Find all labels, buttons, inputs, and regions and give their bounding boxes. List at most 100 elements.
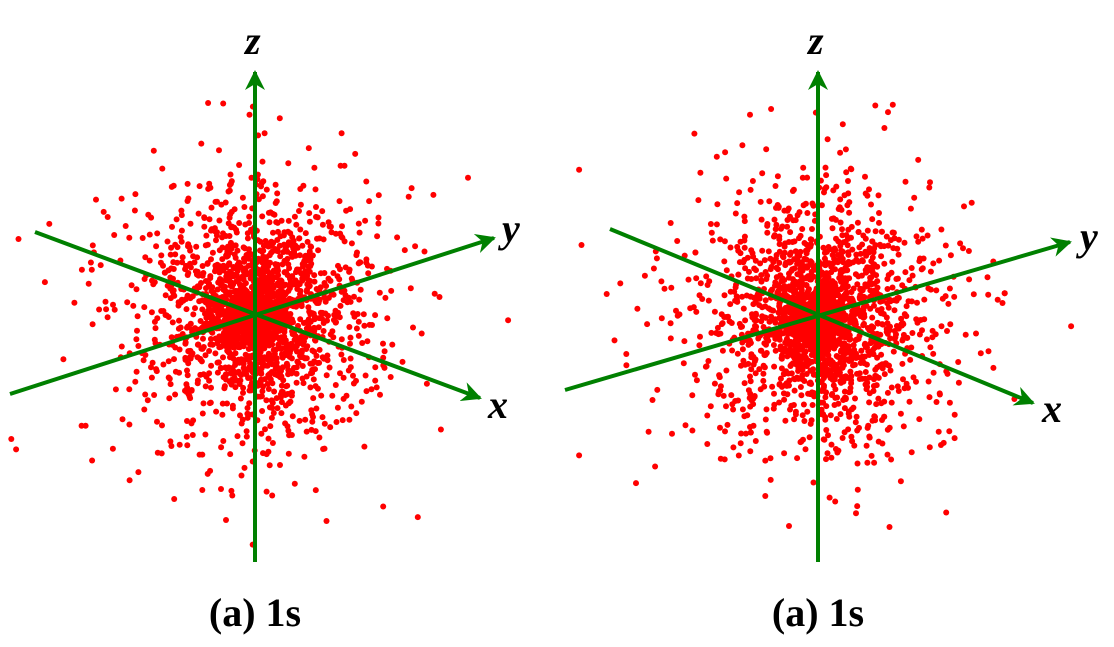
scatter-point [338,233,345,240]
scatter-point [875,343,882,350]
scatter-point [658,315,665,322]
scatter-point [846,209,853,216]
scatter-point [776,399,783,406]
scatter-point [790,402,797,408]
scatter-point [293,348,300,355]
scatter-point [319,414,326,421]
scatter-point [911,194,918,201]
scatter-point [104,214,111,220]
scatter-point [723,267,730,274]
scatter-point [236,291,243,298]
scatter-point [909,330,916,336]
scatter-point [703,363,710,370]
scatter-point [374,233,381,240]
scatter-point [89,242,96,249]
scatter-point [791,416,798,423]
scatter-point [794,271,801,278]
scatter-point [318,392,325,399]
scatter-point [707,403,714,410]
scatter-point [353,377,359,384]
scatter-point [239,334,245,341]
scatter-point [184,372,191,379]
scatter-point [330,317,337,323]
scatter-point [187,220,194,227]
scatter-point [654,386,661,393]
scatter-point [747,111,753,118]
scatter-point [213,237,219,244]
scatter-point [281,269,288,276]
scatter-point [297,291,303,298]
scatter-point [306,263,313,270]
scatter-point [916,416,923,423]
scatter-point [172,251,179,258]
scatter-point [723,175,730,182]
scatter-point [721,314,728,320]
scatter-point [196,298,203,305]
scatter-point [927,268,934,275]
scatter-point [274,280,281,287]
scatter-point [776,331,783,338]
scatter-point [848,377,855,384]
scatter-point [259,408,266,414]
scatter-point [925,378,932,385]
scatter-point [267,276,274,283]
scatter-point [394,234,401,241]
scatter-point [905,298,912,305]
scatter-point [197,371,204,378]
scatter-point [309,418,316,425]
scatter-point [994,296,1001,303]
scatter-point [808,417,815,424]
scatter-point [282,290,289,297]
scatter-point [882,360,889,367]
scatter-point [209,341,216,348]
scatter-point [223,264,229,271]
scatter-point [868,258,875,265]
scatter-point [669,430,675,437]
scatter-point [247,360,254,367]
scatter-point [154,230,161,237]
scatter-point [848,234,854,241]
scatter-point [361,322,368,329]
scatter-point [759,170,766,177]
scatter-point [150,147,157,154]
scatter-point [761,257,768,264]
scatter-point [338,336,345,343]
scatter-point [169,223,175,230]
scatter-point [742,430,749,437]
scatter-point [134,313,141,320]
scatter-point [366,198,373,205]
scatter-point [145,211,152,218]
scatter-point [224,243,231,250]
scatter-point [315,300,322,306]
scatter-point [765,248,772,255]
scatter-point [198,280,204,286]
scatter-point [902,178,909,185]
scatter-point [130,302,137,309]
scatter-point [304,281,311,288]
scatter-point [229,492,236,499]
scatter-point [260,178,267,185]
scatter-point [708,229,715,236]
scatter-point [206,280,212,287]
scatter-point [243,428,250,435]
scatter-point [894,245,901,252]
scatter-point [830,382,837,389]
scatter-point [71,299,78,306]
scatter-point [339,223,345,230]
scatter-point [290,319,296,326]
scatter-point [184,418,190,424]
scatter-point [297,201,304,208]
scatter-point [285,346,292,353]
scatter-point [243,433,250,440]
scatter-point [213,408,220,415]
scatter-point [741,256,748,263]
scatter-point [219,411,226,418]
scatter-point [721,292,728,299]
scatter-point [231,288,238,295]
scatter-point [633,480,639,487]
scatter-point [243,335,250,342]
scatter-point [302,230,309,237]
scatter-point [257,238,264,245]
scatter-point [340,297,347,304]
scatter-point [160,262,166,269]
